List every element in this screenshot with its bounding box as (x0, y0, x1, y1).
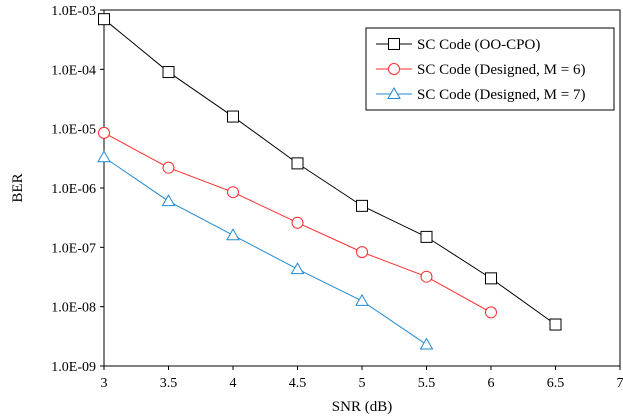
series-designed-m6 (98, 126, 497, 319)
data-point (162, 161, 175, 174)
data-point (549, 318, 562, 331)
legend-entry: SC Code (Designed, M = 6) (376, 62, 585, 78)
y-tick-label: 1.0E-06 (51, 182, 96, 197)
legend-marker (388, 63, 400, 75)
legend-label: SC Code (Designed, M = 6) (417, 62, 585, 78)
x-tick-labels: 3 3.5 4 4.5 5 5.5 6 6.5 7 (101, 366, 623, 391)
data-point (98, 126, 110, 139)
legend: SC Code (OO-CPO) SC Code (Designed, M = 6… (365, 27, 615, 111)
x-tick-label: 5.5 (418, 376, 436, 391)
data-point (291, 157, 304, 170)
data-point (420, 270, 433, 283)
y-tick-label: 1.0E-07 (51, 241, 96, 256)
y-tick-label: 1.0E-03 (51, 4, 96, 19)
data-point (98, 13, 110, 26)
y-axis-title: BER (10, 173, 26, 202)
data-point (355, 293, 369, 306)
legend-marker (387, 86, 401, 99)
legend-entry: SC Code (OO-CPO) (376, 37, 540, 53)
x-tick-label: 7 (617, 376, 623, 391)
data-point (161, 194, 176, 207)
legend-label: SC Code (OO-CPO) (417, 37, 540, 53)
x-tick-label: 3 (101, 376, 108, 391)
y-tick-labels: 1.0E-03 1.0E-04 1.0E-05 1.0E-06 1.0E-07 1.0E-… (51, 4, 104, 375)
x-tick-label: 6 (488, 376, 495, 391)
series-oo-cpo (98, 13, 562, 331)
x-tick-label: 4 (230, 376, 237, 391)
data-point (290, 262, 305, 275)
y-tick-label: 1.0E-04 (51, 63, 96, 78)
data-point (420, 230, 433, 243)
data-point (162, 66, 175, 79)
x-tick-label: 4.5 (289, 376, 307, 391)
data-point (419, 337, 434, 350)
data-point (485, 272, 497, 285)
series-line (103, 156, 427, 345)
x-axis-title: SNR (dB) (332, 399, 392, 415)
data-point (356, 246, 368, 259)
series-line (103, 18, 556, 325)
x-tick-label: 5 (359, 376, 366, 391)
data-point (226, 228, 240, 241)
legend-entry: SC Code (Designed, M = 7) (376, 86, 585, 103)
legend-marker (388, 38, 400, 50)
series-designed-m7 (97, 150, 434, 350)
data-point (227, 110, 239, 123)
x-tick-label: 3.5 (160, 376, 178, 391)
data-point (291, 216, 304, 229)
data-point (97, 150, 111, 163)
series-layer (97, 13, 562, 350)
y-tick-label: 1.0E-05 (51, 123, 96, 138)
data-point (356, 199, 368, 212)
y-tick-label: 1.0E-09 (51, 360, 96, 375)
data-point (485, 306, 497, 319)
data-point (227, 186, 239, 199)
x-tick-label: 6.5 (547, 376, 565, 391)
y-tick-label: 1.0E-08 (51, 301, 96, 316)
legend-label: SC Code (Designed, M = 7) (417, 87, 585, 103)
